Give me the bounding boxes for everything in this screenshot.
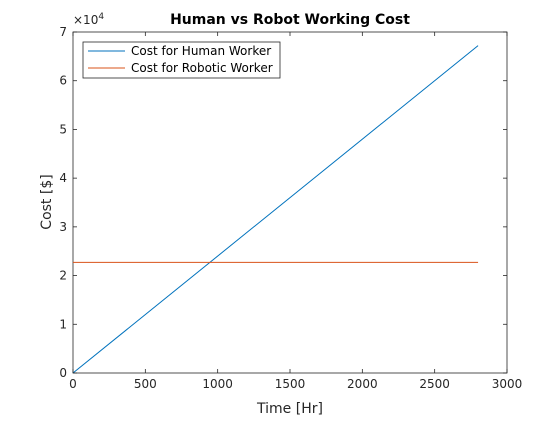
- y-axis-ticks: 0 1 2 3 4 5 6 7: [59, 25, 507, 380]
- y-axis-label: Cost [$]: [39, 174, 55, 229]
- y-tick-label: 3: [59, 220, 67, 234]
- y-tick-label: 4: [59, 171, 67, 185]
- y-exponent-label: ×104: [73, 12, 104, 27]
- y-tick-label: 5: [59, 122, 67, 136]
- x-tick-label: 1000: [202, 377, 233, 391]
- x-tick-label: 2500: [419, 377, 450, 391]
- x-tick-label: 1500: [275, 377, 306, 391]
- y-exponent-base: ×10: [73, 13, 98, 27]
- y-tick-label: 7: [59, 25, 67, 39]
- series-line-0: [72, 45, 479, 374]
- legend-box: [82, 41, 281, 79]
- legend-label-robot: Cost for Robotic Worker: [131, 61, 273, 75]
- legend-label-human: Cost for Human Worker: [131, 44, 271, 58]
- x-axis-label: Time [Hr]: [256, 401, 323, 417]
- legend: Cost for Human Worker Cost for Robotic W…: [82, 41, 281, 79]
- x-tick-label: 500: [134, 377, 157, 391]
- x-tick-label: 2000: [347, 377, 378, 391]
- x-tick-label: 0: [69, 377, 77, 391]
- x-tick-label: 3000: [492, 377, 523, 391]
- y-tick-label: 2: [59, 269, 67, 283]
- x-axis-ticks: 0 500 1000 1500 2000 2500 3000: [69, 32, 522, 391]
- plot-area: [72, 31, 508, 374]
- y-exponent-power: 4: [98, 12, 104, 22]
- chart-title: Human vs Robot Working Cost: [170, 12, 410, 28]
- y-tick-label: 0: [59, 366, 67, 380]
- plot-frame: [72, 31, 508, 374]
- y-tick-label: 6: [59, 74, 67, 88]
- y-tick-label: 1: [59, 317, 67, 331]
- series-layer: [72, 45, 479, 374]
